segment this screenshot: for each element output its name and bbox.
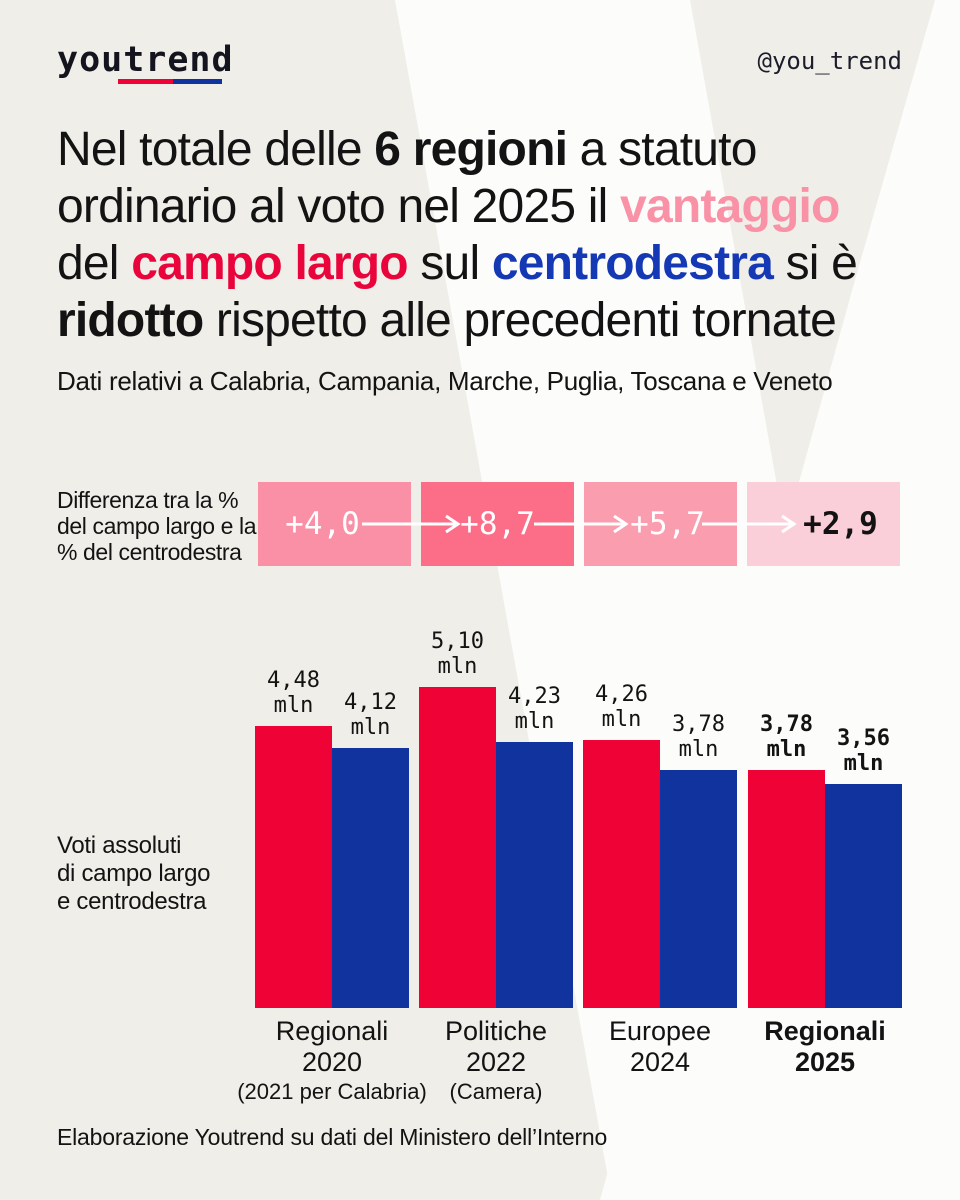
chart-y-label-line: di campo largo: [57, 860, 211, 887]
bar-value-label: 4,26 mln: [595, 682, 648, 732]
bar-value-label: 3,78 mln: [672, 712, 725, 762]
headline-bold-ridotto: ridotto: [57, 294, 204, 347]
headline-word-campo-largo: campo largo: [131, 237, 408, 290]
diff-row-label-line: del campo largo e la: [57, 513, 257, 539]
bar-blue-group-0: [332, 748, 409, 1008]
bar-value-label: 4,12 mln: [344, 690, 397, 740]
bar-value-label: 4,48 mln: [267, 668, 320, 718]
bar-red-group-1: [419, 687, 496, 1008]
diff-value: +5,7: [630, 506, 705, 542]
logo-underline-blue: [173, 79, 222, 84]
headline-word-vantaggio: vantaggio: [620, 180, 840, 233]
diff-row-label-line: Differenza tra la %: [57, 487, 239, 513]
headline: Nel totale delle 6 regioni a statuto ord…: [57, 121, 937, 349]
bar-blue-group-1: [496, 742, 573, 1008]
bar-value-label: 5,10 mln: [431, 629, 484, 679]
source-footer: Elaborazione Youtrend su dati del Minist…: [57, 1124, 608, 1150]
social-handle: @you_trend: [757, 47, 903, 75]
bar-value-label: 3,78 mln: [760, 712, 813, 762]
diff-boxes-row: +4,0 +8,7 +5,7 +2,9: [0, 482, 960, 566]
headline-line-1: Nel totale delle 6 regioni a statuto: [57, 121, 937, 178]
x-axis-label-group-2: Europee 2024: [608, 1016, 712, 1077]
diff-value: +4,0: [285, 506, 360, 542]
headline-text: del: [57, 237, 132, 290]
logo-underline: [118, 79, 222, 84]
diff-row-label: Differenza tra la % del campo largo e la…: [57, 487, 257, 565]
logo-underline-red: [118, 79, 173, 84]
bar-value-label: 3,56 mln: [837, 726, 890, 776]
bar-red-group-2: [583, 740, 660, 1008]
headline-text: si è: [773, 237, 858, 290]
headline-text: sul: [407, 237, 492, 290]
headline-text: rispetto alle precedenti tornate: [203, 294, 837, 347]
bar-value-label: 4,23 mln: [508, 684, 561, 734]
headline-bold-6-regioni: 6 regioni: [374, 123, 568, 176]
headline-line-2: ordinario al voto nel 2025 il vantaggio: [57, 178, 937, 235]
headline-line-3: del campo largo sul centrodestra si è: [57, 235, 937, 292]
chart-y-label-line: Voti assoluti: [57, 832, 182, 859]
bar-red-group-3: [748, 770, 825, 1008]
subtitle: Dati relativi a Calabria, Campania, Marc…: [57, 366, 833, 396]
headline-word-centrodestra: centrodestra: [491, 237, 774, 290]
diff-value: +8,7: [460, 506, 535, 542]
headline-line-4: ridotto rispetto alle precedenti tornate: [57, 292, 937, 349]
bar-blue-group-2: [660, 770, 737, 1008]
youtrend-logo: youtrend: [57, 40, 234, 80]
headline-text: a statuto: [567, 123, 758, 176]
diff-value: +2,9: [803, 506, 878, 542]
diff-row-label-line: % del centrodestra: [57, 539, 242, 565]
x-axis-label-group-0: Regionali 2020 (2021 per Calabria): [237, 1016, 427, 1104]
bar-blue-group-3: [825, 784, 902, 1008]
chart-y-label-line: e centrodestra: [57, 888, 207, 915]
bar-red-group-0: [255, 726, 332, 1008]
headline-text: Nel totale delle: [57, 123, 375, 176]
x-axis-label-group-1: Politiche 2022 (Camera): [444, 1016, 548, 1104]
headline-text: ordinario al voto nel 2025 il: [57, 180, 621, 233]
chart-y-label: Voti assoluti di campo largo e centrodes…: [57, 832, 211, 916]
x-axis-label-group-3: Regionali 2025: [764, 1016, 886, 1077]
